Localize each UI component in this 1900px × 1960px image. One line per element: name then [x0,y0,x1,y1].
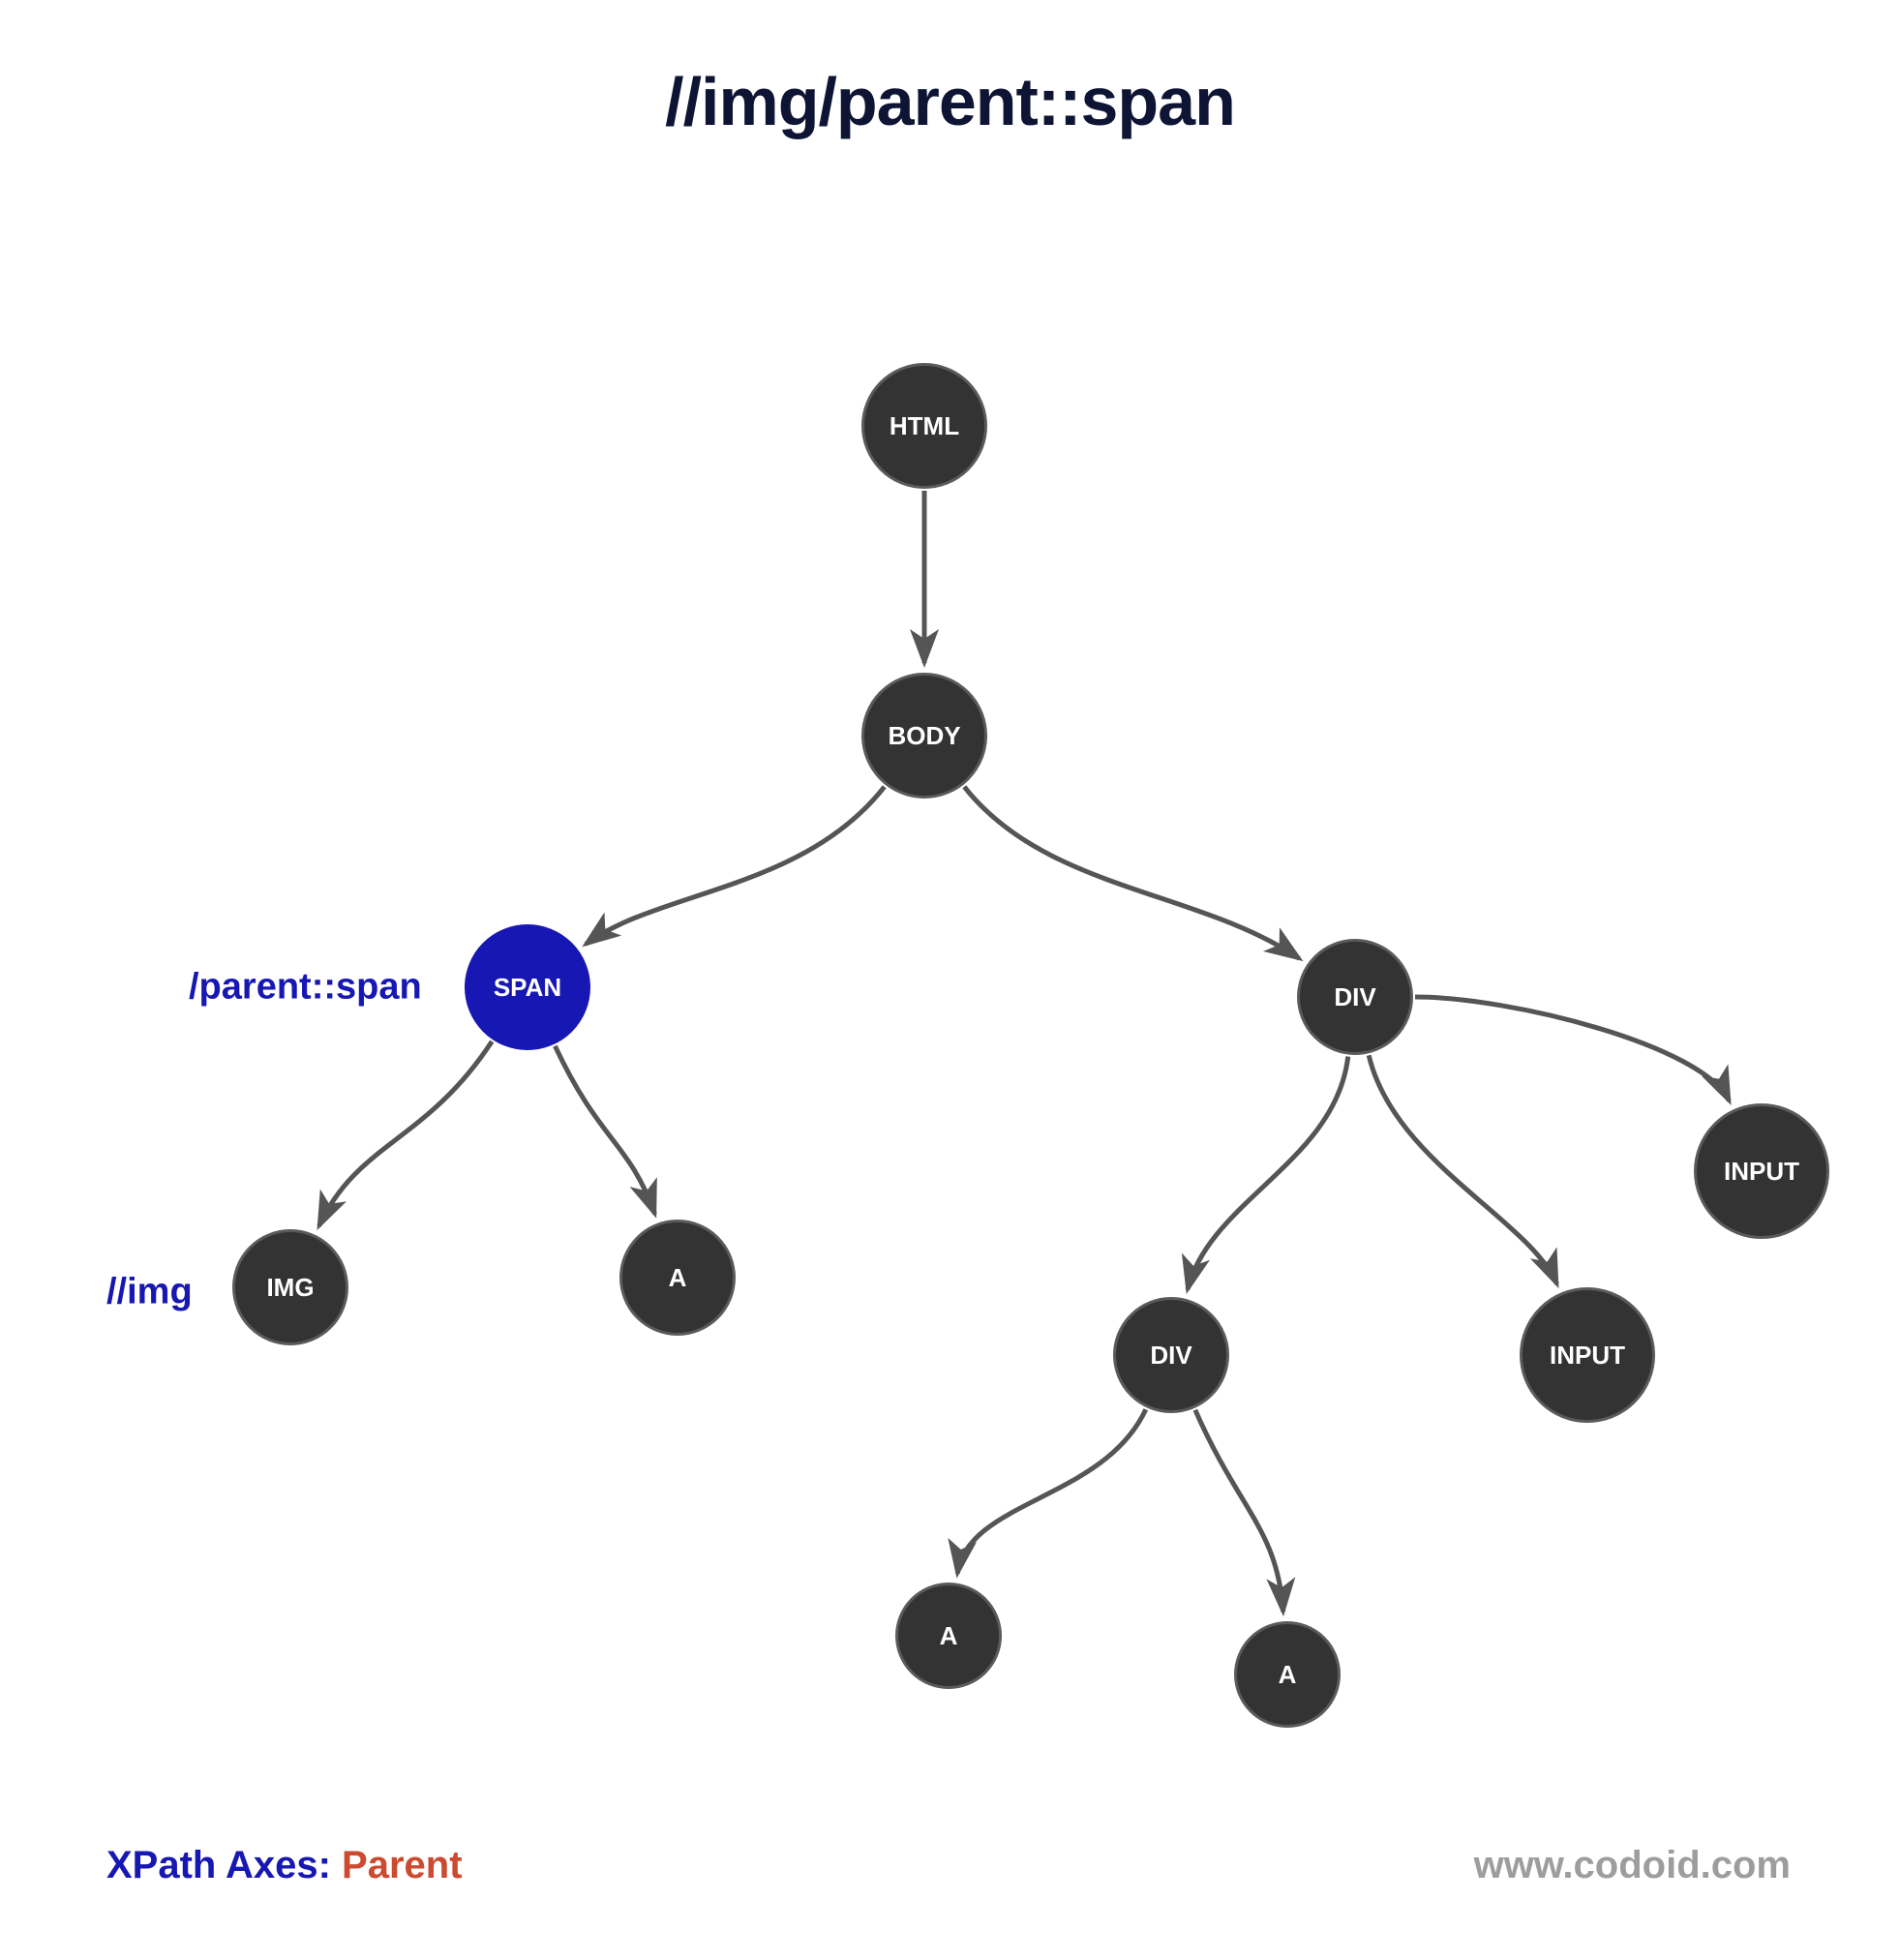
edge-div2-a2 [957,1409,1146,1573]
node-label: SPAN [494,973,561,1003]
footer-axes-value: Parent [342,1844,463,1886]
footer-url-text: www.codoid.com [1474,1844,1791,1886]
node-label: DIV [1150,1341,1191,1371]
node-label: A [669,1263,687,1293]
node-span: SPAN [465,924,590,1050]
node-a3: A [1234,1621,1341,1728]
node-html: HTML [861,363,987,489]
edge-body-div1 [964,787,1299,959]
node-a1: A [619,1220,736,1336]
node-label: INPUT [1550,1341,1625,1371]
node-label: INPUT [1724,1157,1799,1187]
annotation-1: //img [106,1272,193,1313]
node-div2: DIV [1113,1297,1229,1413]
node-label: A [940,1621,958,1651]
edge-div1-div2 [1188,1057,1348,1290]
footer-url: www.codoid.com [1474,1844,1791,1887]
node-div1: DIV [1297,939,1413,1055]
annotation-0: /parent::span [189,967,422,1009]
node-a2: A [895,1583,1002,1689]
edge-span-a1 [555,1046,654,1214]
edge-body-span [586,787,884,945]
title-text: //img/parent::span [665,64,1235,139]
node-label: IMG [266,1273,314,1303]
edge-span-img [319,1041,493,1226]
footer-axes-label: XPath Axes: [106,1844,342,1886]
edge-div2-a3 [1195,1410,1283,1612]
diagram-title: //img/parent::span [0,63,1900,140]
node-label: DIV [1334,982,1375,1012]
node-label: A [1279,1660,1297,1690]
node-input2: INPUT [1520,1287,1655,1423]
node-label: HTML [890,411,959,441]
edge-div1-input1 [1415,997,1729,1101]
node-input1: INPUT [1694,1103,1829,1239]
footer-left: XPath Axes: Parent [106,1844,463,1887]
node-img: IMG [232,1229,348,1345]
edge-div1-input2 [1369,1055,1556,1283]
node-body: BODY [861,673,987,799]
node-label: BODY [888,721,960,751]
